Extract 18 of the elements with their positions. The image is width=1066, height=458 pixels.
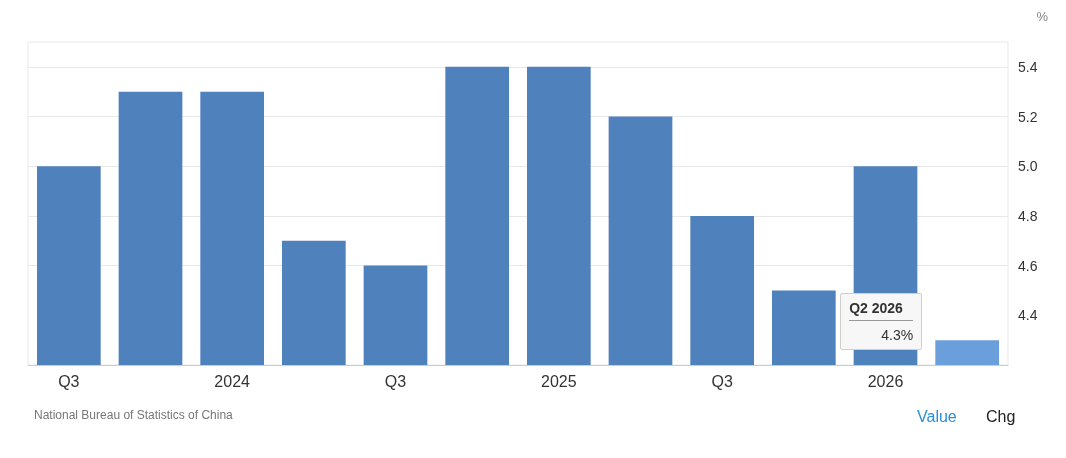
annotation: Q2 2026 xyxy=(849,300,914,322)
x-tick-label: 2026 xyxy=(867,372,904,390)
x-tick-label: 2024 xyxy=(214,372,251,390)
text: National Bureau of Statistics of China xyxy=(34,408,234,422)
y-tick-label: 4.6 xyxy=(1018,257,1038,274)
y-tick-label: 5.2 xyxy=(1018,108,1038,125)
annotation: 4.3% xyxy=(880,327,914,344)
x-tick-label: Q3 xyxy=(711,372,733,390)
y-tick-label: 4.4 xyxy=(1018,307,1038,324)
text: Value xyxy=(917,407,957,425)
x-tick-label: 2025 xyxy=(541,372,577,390)
y-tick-label: 5.0 xyxy=(1018,158,1038,175)
x-tick-label: Q3 xyxy=(384,372,407,390)
y-tick-label: 4.8 xyxy=(1018,207,1038,224)
text: Chg xyxy=(986,407,1016,425)
y-tick-label: 5.4 xyxy=(1018,58,1038,75)
y-axis-title: % xyxy=(1036,9,1049,24)
x-tick-label: Q3 xyxy=(58,372,80,390)
